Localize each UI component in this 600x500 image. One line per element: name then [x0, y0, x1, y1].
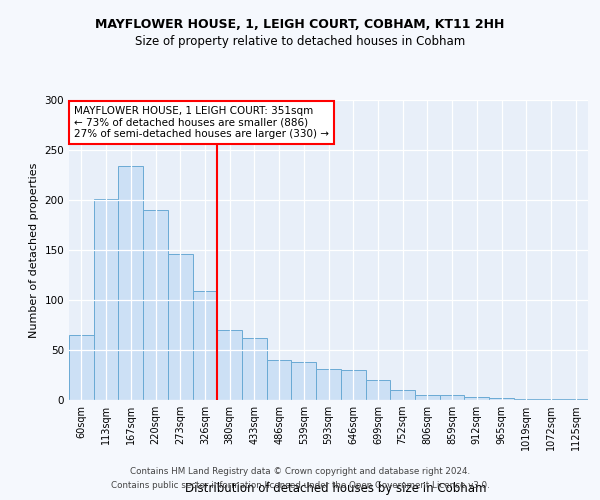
Bar — [514, 399, 539, 400]
Bar — [415, 395, 440, 400]
Y-axis label: Number of detached properties: Number of detached properties — [29, 162, 39, 338]
Bar — [464, 397, 489, 400]
Bar — [341, 370, 365, 400]
Bar — [267, 360, 292, 400]
Bar — [292, 362, 316, 400]
Bar — [94, 199, 118, 400]
Bar — [118, 166, 143, 400]
Bar — [365, 380, 390, 400]
Bar — [217, 330, 242, 400]
Bar — [143, 210, 168, 400]
Bar — [316, 369, 341, 400]
Bar — [168, 254, 193, 400]
Bar — [440, 395, 464, 400]
Text: Contains HM Land Registry data © Crown copyright and database right 2024.
Contai: Contains HM Land Registry data © Crown c… — [110, 468, 490, 489]
Bar — [563, 399, 588, 400]
Text: Size of property relative to detached houses in Cobham: Size of property relative to detached ho… — [135, 35, 465, 48]
Bar — [69, 335, 94, 400]
Bar — [242, 338, 267, 400]
Text: Distribution of detached houses by size in Cobham: Distribution of detached houses by size … — [185, 482, 487, 495]
Bar — [489, 398, 514, 400]
Text: MAYFLOWER HOUSE, 1 LEIGH COURT: 351sqm
← 73% of detached houses are smaller (886: MAYFLOWER HOUSE, 1 LEIGH COURT: 351sqm ←… — [74, 106, 329, 139]
Bar — [539, 399, 563, 400]
Text: MAYFLOWER HOUSE, 1, LEIGH COURT, COBHAM, KT11 2HH: MAYFLOWER HOUSE, 1, LEIGH COURT, COBHAM,… — [95, 18, 505, 30]
Bar — [390, 390, 415, 400]
Bar — [193, 291, 217, 400]
